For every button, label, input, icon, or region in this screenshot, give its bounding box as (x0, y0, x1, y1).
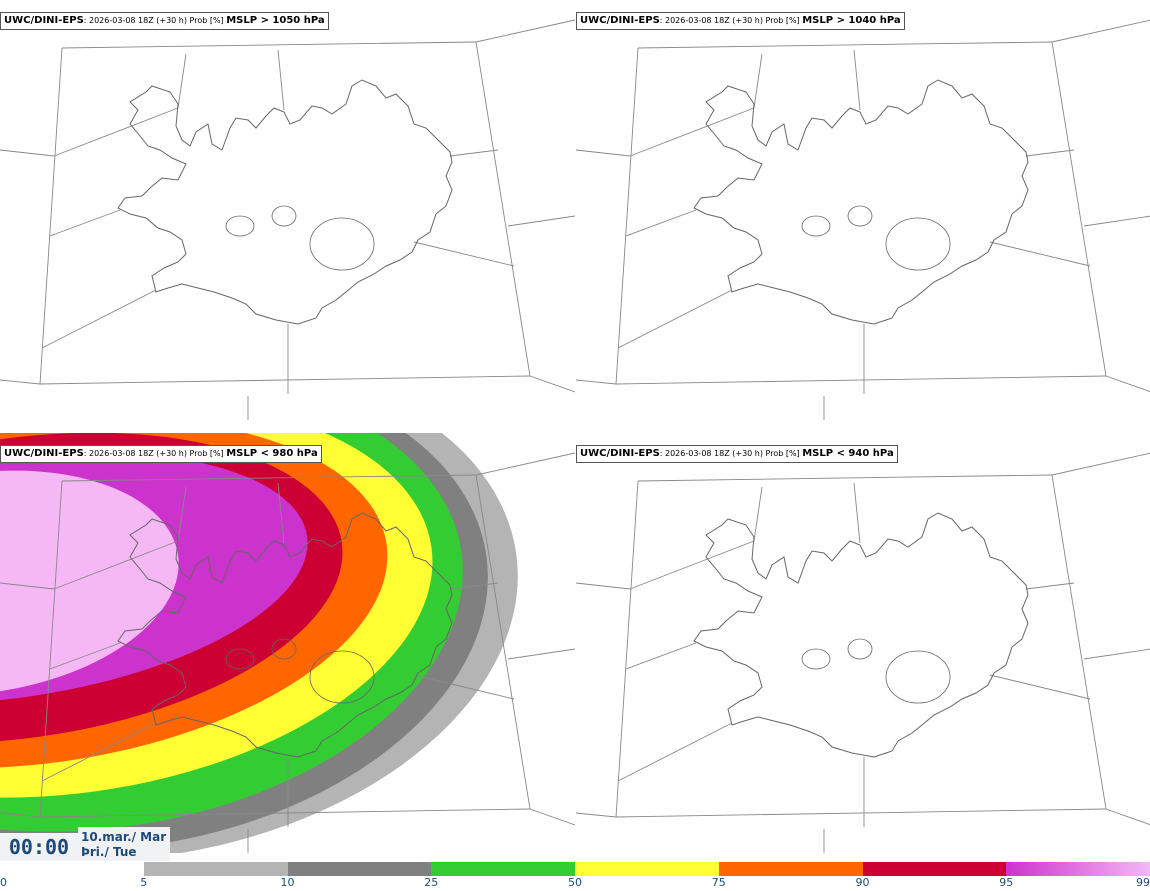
iceland-coastline (117, 79, 453, 325)
valid-date-line-1: 10.mar./ Mar (81, 830, 167, 844)
colorbar-segment (1006, 862, 1150, 876)
colorbar-tick-label: 75 (711, 876, 726, 889)
valid-time: 00:00 (0, 833, 78, 861)
run-info: : 2026-03-08 18Z (+30 h) Prob [%] (659, 449, 803, 458)
run-info: : 2026-03-08 18Z (+30 h) Prob [%] (83, 16, 227, 25)
colorbar-segment (431, 862, 575, 876)
colorbar-segment (862, 862, 1007, 876)
map-panel-1: UWC/DINI-EPS: 2026-03-08 18Z (+30 h) Pro… (0, 0, 575, 420)
run-info: : 2026-03-08 18Z (+30 h) Prob [%] (659, 16, 803, 25)
colorbar-tick-label: 25 (424, 876, 439, 889)
colorbar-segment (575, 862, 719, 876)
model-name: UWC/DINI-EPS (4, 448, 84, 459)
variable-name: MSLP < 940 hPa (802, 448, 894, 459)
map-canvas-2 (576, 19, 1150, 420)
map-panel-3: UWC/DINI-EPS: 2026-03-08 18Z (+30 h) Pro… (0, 433, 575, 853)
colorbar-tick-label: 10 (280, 876, 295, 889)
run-info: : 2026-03-08 18Z (+30 h) Prob [%] (83, 449, 227, 458)
probability-fill (0, 433, 518, 853)
colorbar-segment (143, 862, 288, 876)
colorbar-tick-label: 90 (855, 876, 870, 889)
model-name: UWC/DINI-EPS (4, 15, 84, 26)
colorbar-tick-label: 95 (999, 876, 1014, 889)
model-name: UWC/DINI-EPS (580, 448, 660, 459)
model-name: UWC/DINI-EPS (580, 15, 660, 26)
variable-name: MSLP > 1050 hPa (226, 15, 325, 26)
panel-title-3: UWC/DINI-EPS: 2026-03-08 18Z (+30 h) Pro… (0, 445, 322, 463)
variable-name: MSLP > 1040 hPa (802, 15, 901, 26)
iceland-coastline (693, 79, 1029, 325)
colorbar (0, 862, 1150, 876)
colorbar-tick-label: 0 (0, 876, 7, 889)
map-canvas-1 (0, 19, 575, 420)
projection-grid (576, 19, 1150, 420)
panel-title-4: UWC/DINI-EPS: 2026-03-08 18Z (+30 h) Pro… (576, 445, 898, 463)
projection-grid (0, 452, 575, 853)
colorbar-tick-label: 5 (140, 876, 148, 889)
map-panel-2: UWC/DINI-EPS: 2026-03-08 18Z (+30 h) Pro… (576, 0, 1150, 420)
colorbar-segment (287, 862, 432, 876)
map-canvas-3 (0, 433, 575, 853)
variable-name: MSLP < 980 hPa (226, 448, 318, 459)
valid-date: 10.mar./ Mar Þri./ Tue (78, 827, 170, 861)
colorbar-segment (718, 862, 863, 876)
colorbar-tick-label: 50 (568, 876, 582, 889)
panel-title-1: UWC/DINI-EPS: 2026-03-08 18Z (+30 h) Pro… (0, 12, 329, 30)
iceland-coastline (693, 512, 1029, 758)
map-canvas-4 (576, 452, 1150, 853)
colorbar-segment (0, 862, 144, 876)
colorbar-tick-label: 99 (1136, 876, 1150, 889)
valid-date-line-2: Þri./ Tue (81, 845, 137, 859)
panel-title-2: UWC/DINI-EPS: 2026-03-08 18Z (+30 h) Pro… (576, 12, 905, 30)
map-panel-4: UWC/DINI-EPS: 2026-03-08 18Z (+30 h) Pro… (576, 433, 1150, 853)
projection-grid (0, 19, 575, 420)
projection-grid (576, 452, 1150, 853)
iceland-coastline (117, 512, 453, 758)
